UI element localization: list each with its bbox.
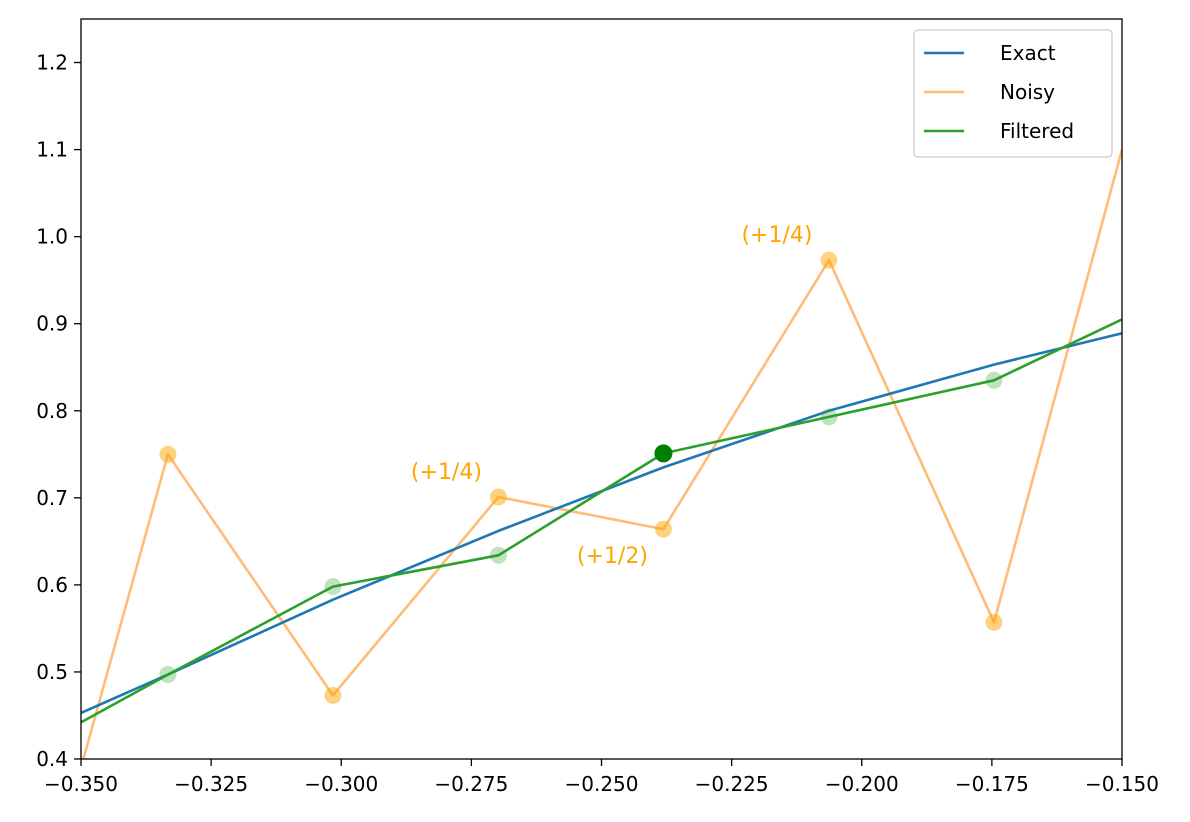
noisy-point-marker (985, 613, 1003, 631)
series-lines (81, 149, 1122, 759)
y-tick-label: 0.4 (36, 747, 68, 771)
x-tick-label: −0.250 (564, 772, 638, 796)
annotations: (+1/4) (+1/2) (+1/4) (411, 223, 813, 569)
noisy-point-marker (159, 445, 177, 463)
x-tick-label: −0.175 (955, 772, 1029, 796)
noisy-point-marker (654, 520, 672, 538)
annotation-label: (+1/4) (411, 460, 482, 485)
annotation-label: (+1/4) (741, 223, 812, 248)
x-tick-label: −0.325 (174, 772, 248, 796)
y-tick-label: 0.9 (36, 312, 68, 336)
x-axis: −0.350 −0.325 −0.300 −0.275 −0.250 −0.225 −0.2… (44, 759, 1159, 796)
legend: Exact Noisy Filtered (913, 29, 1113, 158)
series-line-noisy (82, 149, 1122, 759)
y-tick-label: 1.0 (36, 225, 68, 249)
legend-label-noisy: Noisy (1000, 80, 1055, 104)
y-tick-label: 0.8 (36, 399, 68, 423)
legend-label-exact: Exact (1000, 41, 1056, 65)
y-tick-label: 0.5 (36, 660, 68, 684)
noisy-point-marker (324, 686, 342, 704)
x-tick-label: −0.275 (434, 772, 508, 796)
y-tick-label: 1.1 (36, 138, 68, 162)
series-line-filtered (81, 318, 1122, 724)
filtered-point-marker (985, 371, 1003, 389)
x-tick-label: −0.350 (44, 772, 118, 796)
legend-label-filtered: Filtered (1000, 119, 1074, 143)
x-tick-label: −0.300 (304, 772, 378, 796)
noisy-point-marker (489, 488, 507, 506)
legend-box (913, 29, 1113, 158)
x-tick-label: −0.150 (1085, 772, 1159, 796)
series-line-exact (81, 332, 1122, 715)
y-axis: 0.4 0.5 0.6 0.7 0.8 0.9 1.0 1.1 1.2 (36, 51, 81, 771)
filtered-point-marker (159, 666, 177, 684)
plot-area (81, 149, 1122, 759)
x-tick-label: −0.225 (695, 772, 769, 796)
x-tick-label: −0.200 (825, 772, 899, 796)
filtered-point-marker (324, 578, 342, 596)
y-tick-label: 0.7 (36, 486, 68, 510)
point-markers (159, 251, 1003, 704)
annotation-label: (+1/2) (577, 544, 648, 569)
y-tick-label: 0.6 (36, 573, 68, 597)
y-tick-label: 1.2 (36, 51, 68, 75)
filtered-point-marker (820, 408, 838, 426)
noisy-point-marker (820, 251, 838, 269)
highlighted-point-marker (654, 444, 673, 463)
filtered-point-marker (489, 546, 507, 564)
